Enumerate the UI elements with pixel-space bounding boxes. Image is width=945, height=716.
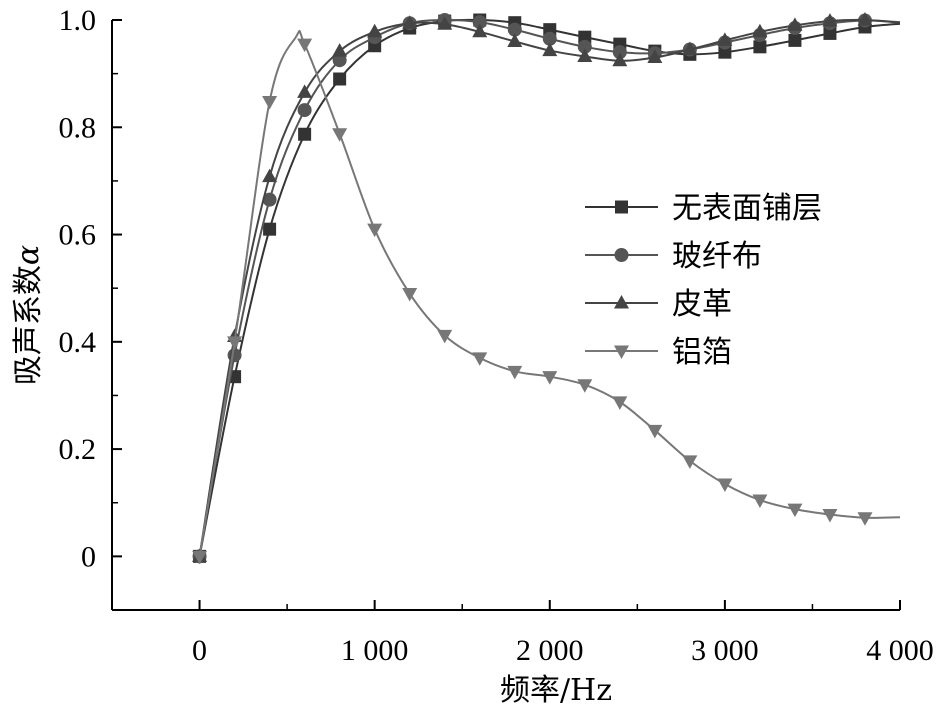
legend-label: 铝箔 [672,335,732,370]
data-point [542,371,558,385]
x-tick-label: 1 000 [341,634,409,667]
data-point [472,352,488,366]
legend-item: 无表面铺层 [585,191,822,226]
y-tick-label: 1.0 [59,4,97,37]
data-point [227,336,243,350]
data-point [332,43,348,57]
data-point [298,127,312,141]
series-line [198,18,901,557]
data-point [577,379,593,393]
data-point [262,96,278,110]
data-point [752,494,768,509]
data-point [718,45,732,59]
data-point [192,550,208,565]
data-point [542,42,558,57]
data-point [822,13,838,27]
legend-marker [614,345,629,359]
series-4 [192,29,901,565]
y-axis-title-main: 吸声系数 [11,265,46,385]
data-point [823,26,837,40]
data-point [787,503,803,518]
data-point [612,52,628,67]
y-axis-title-symbol: α [11,245,46,265]
x-tick-label: 4 000 [866,634,934,667]
legend-label: 皮革 [672,287,732,322]
data-point [717,478,733,492]
data-point [682,41,698,55]
data-point [507,365,523,380]
data-point [437,16,453,30]
data-point [297,38,313,53]
data-point [297,103,312,118]
data-point [578,30,592,44]
data-point [647,49,663,64]
data-point [472,15,487,30]
data-point [788,33,802,47]
series-layer [192,12,901,565]
data-point [577,48,593,62]
data-point [263,222,277,236]
data-point [507,33,523,47]
x-axis-title: 频率/Hz [500,673,612,708]
data-point [367,223,383,238]
data-point [647,424,663,439]
data-point [297,84,313,98]
data-point [682,455,698,469]
legend-item: 玻纤布 [585,239,762,274]
y-tick-label: 0 [81,540,96,573]
x-tick-label: 3 000 [691,634,759,667]
axes: 0 0.2 0.4 0.6 0.8 1.0 0 1 000 2 000 3 000 4 000 [59,4,934,667]
data-point [332,128,348,142]
legend-item: 铝箔 [585,335,732,370]
legend-marker [615,200,628,214]
data-point [542,31,557,46]
data-point [787,17,803,31]
y-axis-title: 吸声系数α [11,245,46,385]
data-point [612,396,628,410]
data-point [717,32,733,46]
legend-item: 皮革 [585,287,732,322]
data-point [822,509,838,523]
data-point [472,23,488,38]
data-point [577,39,592,54]
data-point [262,168,278,183]
data-point [333,72,347,86]
x-tick-label: 0 [192,634,207,667]
y-tick-label: 0.2 [59,433,97,466]
data-point [437,329,453,344]
legend-marker [614,248,629,262]
data-point [752,23,768,38]
data-point [402,15,418,29]
legend-label: 无表面铺层 [672,191,822,226]
data-point [612,45,627,60]
data-point [753,40,767,54]
data-point [507,22,522,37]
y-tick-label: 0.8 [59,111,97,144]
y-tick-label: 0.6 [59,219,97,252]
data-point [857,12,873,26]
data-point [402,288,418,302]
series-line [198,18,901,557]
series-3 [192,12,901,562]
data-point [262,192,277,207]
data-point [857,512,873,526]
y-tick-label: 0.4 [59,326,97,359]
legend-label: 玻纤布 [672,239,762,274]
series-line [198,18,901,557]
x-tick-label: 2 000 [516,634,584,667]
legend-marker [614,295,629,309]
data-point [367,23,383,38]
data-point [332,53,347,68]
